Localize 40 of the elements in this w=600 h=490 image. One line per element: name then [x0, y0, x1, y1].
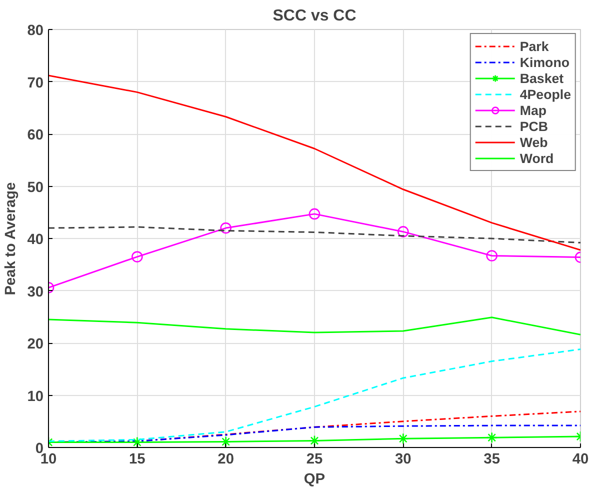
y-tick-label: 60	[27, 128, 44, 144]
point	[220, 222, 232, 234]
chart-title: SCC vs CC	[272, 8, 357, 24]
line-series	[48, 316, 580, 336]
point	[398, 432, 409, 444]
point	[132, 251, 143, 262]
y-tick-label: 70	[27, 75, 44, 92]
point	[132, 436, 143, 448]
y-tick-label: 20	[27, 336, 44, 352]
legend-label: Kimono	[520, 54, 570, 70]
point	[220, 436, 232, 448]
legend-label: PCB	[520, 118, 548, 134]
x-tick-label: 40	[572, 452, 589, 468]
y-tick-label: 80	[27, 23, 44, 39]
x-tick-label: 35	[484, 452, 500, 468]
y-axis-title: Peak to Average	[3, 182, 20, 296]
legend-label: Basket	[520, 70, 564, 86]
legend-label: Park	[520, 38, 549, 54]
legend-label: Web	[520, 134, 548, 150]
x-tick-label: 15	[129, 452, 146, 468]
x-tick-label: 30	[395, 452, 412, 468]
legend-label: Word	[520, 150, 554, 166]
point	[398, 226, 409, 238]
x-tick-label: 20	[218, 452, 234, 468]
y-tick-label: 30	[27, 284, 44, 300]
legend-label: Map	[520, 102, 547, 118]
point	[308, 208, 320, 220]
x-tick-label: 10	[40, 452, 57, 468]
line-series	[48, 348, 580, 442]
legend-label: 4People	[520, 86, 571, 102]
point	[486, 250, 498, 262]
line-series	[48, 74, 580, 251]
x-axis-title: QP	[304, 472, 326, 488]
y-tick-label: 40	[27, 232, 44, 248]
y-tick-label: 10	[27, 388, 44, 405]
point	[308, 435, 320, 446]
x-tick-label: 25	[306, 452, 323, 468]
y-tick-label: 50	[27, 180, 44, 196]
point	[486, 432, 498, 444]
line-series	[48, 226, 580, 244]
